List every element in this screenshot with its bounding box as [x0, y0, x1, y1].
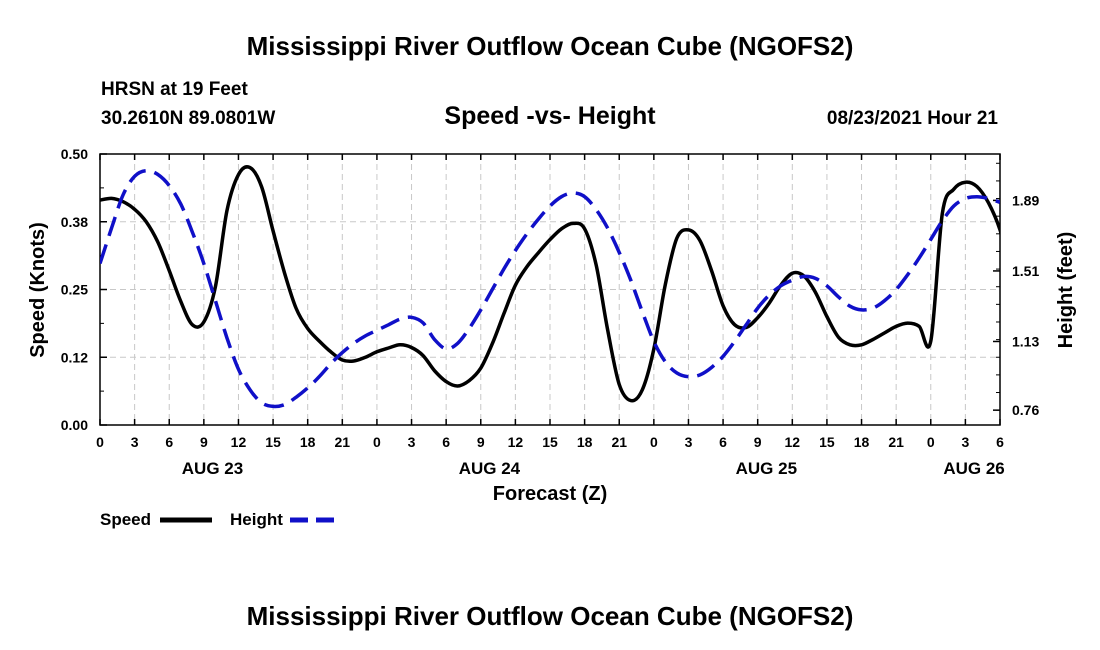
x-tick-label: 3 [131, 434, 139, 450]
x-tick-label: 9 [754, 434, 762, 450]
location-label: 30.2610N 89.0801W [101, 108, 275, 129]
axes [99, 153, 1001, 426]
y-right-tick-label: 1.13 [1012, 333, 1039, 349]
x-date-label: AUG 25 [736, 459, 797, 478]
series-speed-line [100, 165, 1000, 403]
x-tick-label: 21 [611, 434, 627, 450]
station-label: HRSN at 19 Feet [101, 79, 248, 100]
x-tick-label: 15 [819, 434, 835, 450]
x-tick-label: 6 [996, 434, 1004, 450]
x-tick-label: 9 [477, 434, 485, 450]
x-tick-label: 6 [442, 434, 450, 450]
x-tick-label: 0 [373, 434, 381, 450]
x-tick-label: 18 [854, 434, 870, 450]
x-tick-label: 0 [650, 434, 658, 450]
y-left-tick-label: 0.12 [61, 349, 88, 365]
y-axis-label-left: Speed (Knots) [27, 222, 49, 358]
x-tick-label: 3 [961, 434, 969, 450]
y-left-tick-label: 0.25 [61, 282, 88, 298]
title-bottom: Mississippi River Outflow Ocean Cube (NG… [247, 601, 854, 631]
x-date-label: AUG 23 [182, 459, 243, 478]
datetime-label: 08/23/2021 Hour 21 [827, 108, 999, 129]
y-left-tick-label: 0.50 [61, 146, 88, 162]
series-height-line [100, 168, 1000, 409]
x-tick-label: 15 [542, 434, 558, 450]
chart-title: Speed -vs- Height [444, 102, 656, 130]
x-tick-label: 3 [408, 434, 416, 450]
x-tick-label: 3 [685, 434, 693, 450]
y-right-tick-label: 0.76 [1012, 402, 1039, 418]
x-axis-label: Forecast (Z) [493, 483, 607, 505]
x-date-label: AUG 26 [943, 459, 1004, 478]
x-tick-label: 18 [300, 434, 316, 450]
x-tick-label: 21 [335, 434, 351, 450]
legend-speed-label: Speed [100, 510, 151, 529]
y-left-tick-label: 0.00 [61, 417, 88, 433]
x-tick-label: 15 [265, 434, 281, 450]
x-date-label: AUG 24 [459, 459, 521, 478]
y-axis-label-right: Height (feet) [1055, 232, 1077, 349]
y-right-tick-label: 1.89 [1012, 192, 1039, 208]
y-right-tick-label: 1.51 [1012, 263, 1039, 279]
x-tick-label: 6 [165, 434, 173, 450]
x-tick-label: 18 [577, 434, 593, 450]
x-tick-label: 21 [888, 434, 904, 450]
grid [100, 154, 1000, 425]
x-tick-label: 12 [231, 434, 247, 450]
legend: Speed Height [100, 510, 342, 529]
x-tick-label: 0 [96, 434, 104, 450]
legend-height-label: Height [230, 510, 283, 529]
series [100, 165, 1000, 409]
y-left-tick-label: 0.38 [61, 214, 88, 230]
tick-labels: 0 3 6 9 12 15 18 21 0 3 6 9 12 15 18 21 0 3 6 9 12 15 18 21 0 3 6A… [61, 146, 1040, 478]
x-tick-label: 0 [927, 434, 935, 450]
x-tick-label: 12 [508, 434, 524, 450]
title-top: Mississippi River Outflow Ocean Cube (NG… [247, 31, 854, 61]
x-tick-label: 12 [785, 434, 801, 450]
x-tick-label: 6 [719, 434, 727, 450]
x-tick-label: 9 [200, 434, 208, 450]
